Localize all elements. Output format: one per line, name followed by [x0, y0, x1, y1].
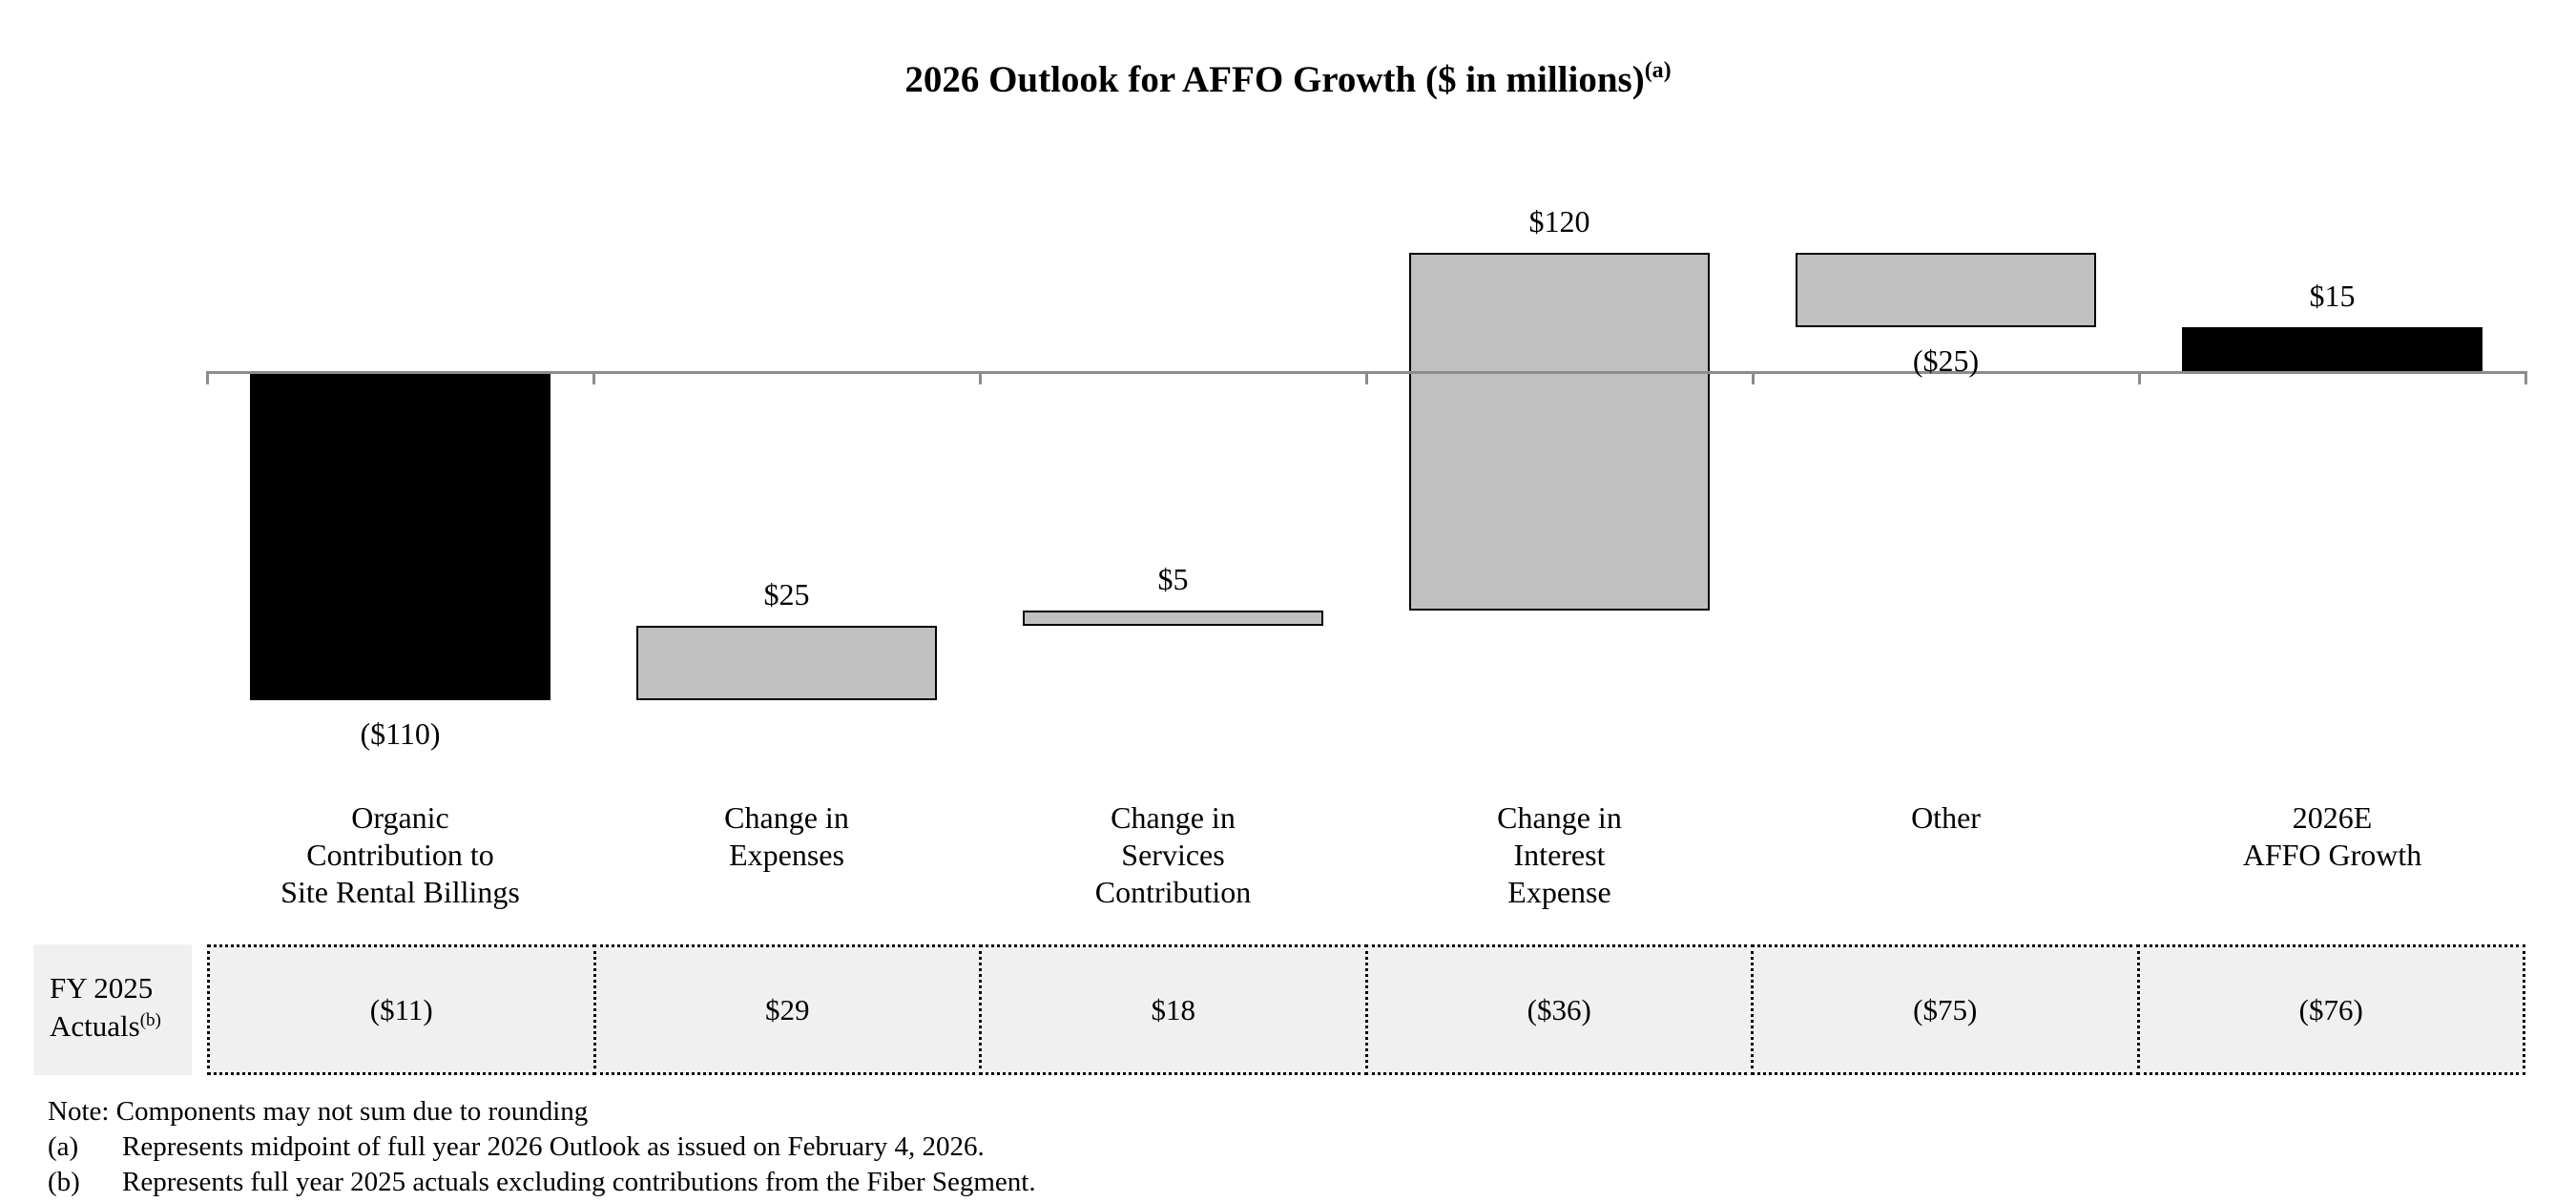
axis-tick: [1365, 371, 1368, 384]
axis-tick: [206, 371, 209, 384]
footnote-b-marker: (b): [48, 1167, 80, 1197]
bar-value-label: ($25): [1912, 343, 1980, 379]
waterfall-bar: [1023, 611, 1323, 626]
category-label: Organic Contribution to Site Rental Bill…: [280, 800, 520, 909]
axis-tick: [592, 371, 595, 384]
category-label: Other: [1911, 800, 1981, 835]
category-label: Change in Interest Expense: [1497, 800, 1622, 909]
footnote-b-text: Represents full year 2025 actuals exclud…: [122, 1167, 1036, 1197]
table-cell: ($36): [1364, 944, 1754, 1075]
table-cell: $18: [979, 944, 1368, 1075]
footnote-a: (a) Represents midpoint of full year 2026…: [48, 1130, 985, 1163]
axis-tick: [2138, 371, 2141, 384]
chart-title-note-ref: (a): [1644, 58, 1672, 83]
waterfall-bar: [636, 625, 937, 700]
axis-tick: [979, 371, 982, 384]
table-cell: ($75): [1751, 944, 2140, 1075]
note-rounding: Note: Components may not sum due to roun…: [48, 1096, 589, 1127]
fy2025-actuals-row: ($11) $29 $18 ($36) ($75) ($76): [207, 944, 2525, 1075]
category-label: Change in Expenses: [724, 800, 849, 872]
axis-tick: [1752, 371, 1755, 384]
waterfall-bar: [250, 372, 551, 700]
category-label: 2026E AFFO Growth: [2242, 800, 2422, 872]
waterfall-bar: [1796, 252, 2096, 328]
axis-tick: [2524, 371, 2527, 384]
table-cell: $29: [592, 944, 982, 1075]
bar-value-label: $25: [763, 576, 810, 611]
waterfall-chart: ($110) $25 $5 $120 ($25) $15 Organic Contribut…: [206, 203, 2527, 909]
bar-value-label: $5: [1157, 562, 1189, 597]
footnote-a-text: Represents midpoint of full year 2026 Ou…: [122, 1131, 985, 1162]
table-row-header-line1: FY 2025: [50, 971, 154, 1005]
table-header-note-ref: (b): [139, 1010, 161, 1030]
waterfall-bar: [1409, 252, 1710, 611]
category-label: Change in Services Contribution: [1094, 800, 1252, 909]
footnote-b: (b) Represents full year 2025 actuals exc…: [48, 1166, 1036, 1198]
table-cell: ($76): [2136, 944, 2525, 1075]
table-cell: ($11): [207, 944, 596, 1075]
bar-value-label: $15: [2309, 279, 2356, 314]
bar-value-label: ($110): [360, 715, 441, 751]
chart-title-text: 2026 Outlook for AFFO Growth ($ in milli…: [904, 59, 1645, 100]
chart-title: 2026 Outlook for AFFO Growth ($ in milli…: [0, 58, 2576, 106]
waterfall-bar: [2182, 327, 2483, 372]
footnote-a-marker: (a): [48, 1131, 79, 1162]
table-row-header: FY 2025 Actuals(b): [33, 944, 192, 1075]
bar-value-label: $120: [1528, 203, 1590, 238]
table-row-header-line2: Actuals(b): [50, 1009, 161, 1043]
